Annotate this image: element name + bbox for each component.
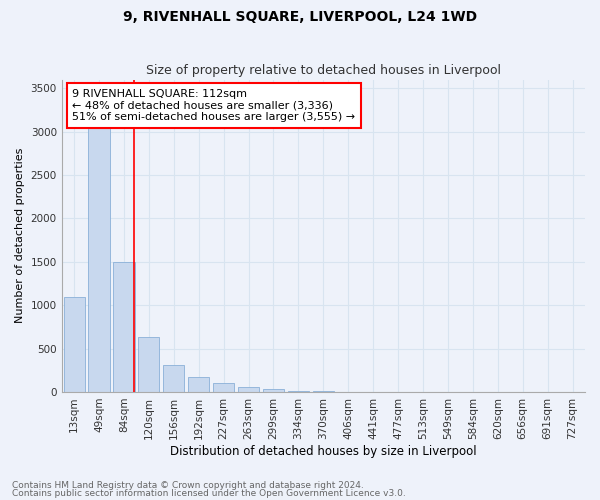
Bar [138, 338, 160, 392]
Title: Size of property relative to detached houses in Liverpool: Size of property relative to detached ho… [146, 64, 501, 77]
Bar [163, 365, 184, 392]
Text: 9 RIVENHALL SQUARE: 112sqm
← 48% of detached houses are smaller (3,336)
51% of s: 9 RIVENHALL SQUARE: 112sqm ← 48% of deta… [72, 89, 355, 122]
Bar [263, 390, 284, 392]
Text: 9, RIVENHALL SQUARE, LIVERPOOL, L24 1WD: 9, RIVENHALL SQUARE, LIVERPOOL, L24 1WD [123, 10, 477, 24]
Y-axis label: Number of detached properties: Number of detached properties [15, 148, 25, 324]
Bar [64, 296, 85, 392]
Bar [188, 377, 209, 392]
Bar [213, 384, 234, 392]
X-axis label: Distribution of detached houses by size in Liverpool: Distribution of detached houses by size … [170, 444, 476, 458]
Bar [238, 387, 259, 392]
Bar [88, 114, 110, 392]
Bar [113, 262, 134, 392]
Text: Contains HM Land Registry data © Crown copyright and database right 2024.: Contains HM Land Registry data © Crown c… [12, 481, 364, 490]
Text: Contains public sector information licensed under the Open Government Licence v3: Contains public sector information licen… [12, 488, 406, 498]
Bar [288, 390, 309, 392]
